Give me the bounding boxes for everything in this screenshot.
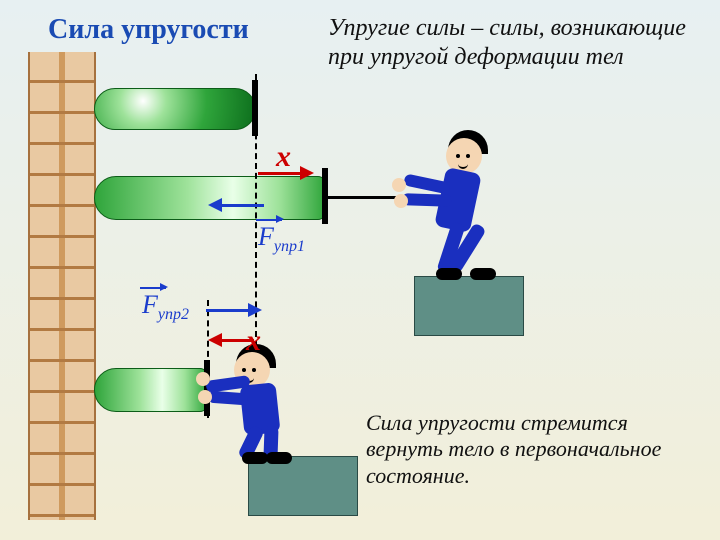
stage: Сила упругости Упругие силы – силы, возн… bbox=[0, 0, 720, 540]
f2-sub: упр2 bbox=[158, 306, 189, 323]
brick-wall bbox=[28, 52, 96, 520]
figure-pushing bbox=[208, 348, 328, 498]
f1-letter: F bbox=[258, 222, 274, 251]
figure-pulling bbox=[400, 132, 520, 282]
f2-letter: F bbox=[142, 290, 158, 319]
f-label-1: Fупр1 bbox=[258, 222, 305, 256]
f1-sub: упр1 bbox=[274, 238, 305, 255]
x-label-stretch: x bbox=[276, 140, 291, 174]
spring-rest bbox=[94, 88, 256, 130]
definition-text: Упругие силы – силы, возникающие при упр… bbox=[328, 14, 698, 72]
note-text: Сила упругости стремится вернуть тело в … bbox=[366, 410, 706, 489]
brick-lines bbox=[30, 52, 94, 520]
platform-1 bbox=[414, 276, 524, 336]
x-label-compress: x bbox=[246, 324, 261, 358]
f-label-2: Fупр2 bbox=[142, 290, 189, 324]
spring-compressed bbox=[94, 368, 208, 412]
page-title: Сила упругости bbox=[48, 14, 249, 46]
